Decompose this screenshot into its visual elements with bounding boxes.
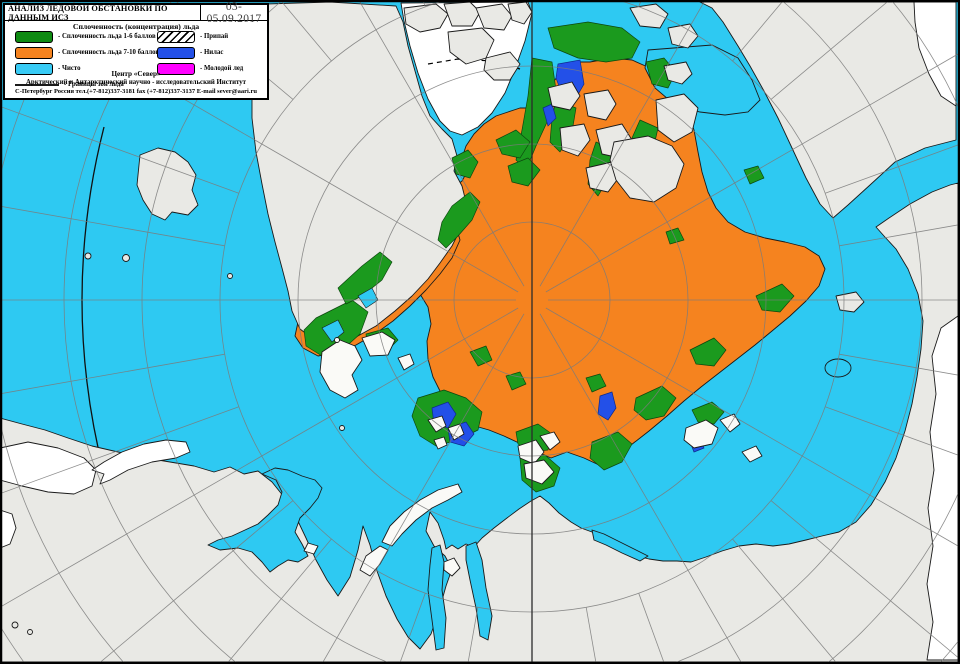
alaska-land — [699, 1, 957, 219]
ice-boundaries-label: - Границы зон льда — [64, 81, 124, 88]
institute-name: Арктический и Антарктический научно - ис… — [26, 79, 246, 87]
ice-7-10-swatch — [15, 46, 53, 59]
yenisei-gulf — [465, 541, 493, 641]
pacific-strip — [926, 315, 959, 661]
nilas-swatch — [157, 46, 195, 59]
fast-ice-hatch-swatch — [157, 30, 195, 43]
legend-item-clear-water: - Чисто — [15, 61, 159, 76]
ice-1-6-label: - Сплоченность льда 1-6 баллов — [58, 33, 156, 40]
greenland-land — [251, 1, 468, 346]
legend-footer: Центр «Север» Арктический и Антарктическ… — [5, 70, 267, 96]
legend-item-young-ice: - Молодой лед — [157, 61, 243, 76]
islands — [11, 1, 865, 635]
baltic-edge — [0, 509, 17, 549]
khatanga-gulf — [591, 529, 649, 562]
coastal-waters — [207, 358, 852, 651]
legend-item-ice-7-10: - Сплоченность льда 7-10 баллов — [15, 45, 159, 60]
legend-item-ice-1-6: - Сплоченность льда 1-6 баллов — [15, 29, 159, 44]
legend-subtitle: Сплоченность (концентрация) льда — [72, 22, 200, 31]
young-ice-swatch — [157, 62, 195, 75]
chart-title: АНАЛИЗ ЛЕДОВОЙ ОБСТАНОВКИ ПО ДАННЫМ ИСЗ — [5, 4, 201, 22]
young-ice-label: - Молодой лед — [200, 65, 244, 72]
baltic-gulf-west — [0, 441, 97, 495]
fast-ice-label: - Припай — [200, 33, 229, 40]
chart-date: 03-05.09.2017 — [206, 0, 262, 25]
contact-info: С-Петербург Россия тел.(+7-812)337-3181 … — [15, 87, 257, 95]
iceland — [136, 147, 199, 221]
legend-box: АНАЛИЗ ЛЕДОВОЙ ОБСТАНОВКИ ПО ДАННЫМ ИСЗ … — [3, 1, 269, 100]
ice-7-10-label: - Сплоченность льда 7-10 баллов — [58, 49, 160, 56]
legend-item-ice-boundaries: - Границы зон льда — [15, 77, 159, 92]
legend-title-row: АНАЛИЗ ЛЕДОВОЙ ОБСТАНОВКИ ПО ДАННЫМ ИСЗ … — [5, 1, 267, 25]
legend-right-column: - Припай - Нилас - Молодой лед — [157, 29, 243, 77]
lincoln-sea-white — [400, 1, 533, 136]
ice-boundary-line-symbol — [15, 83, 59, 86]
clear-water-swatch — [15, 62, 53, 75]
white-sea — [207, 467, 323, 573]
chaunskaya-bay — [824, 358, 852, 378]
polynya-holes — [321, 287, 379, 343]
nilas-label: - Нилас — [200, 49, 224, 56]
ice-1-6-swatch — [15, 30, 53, 43]
center-sever-name: Центр «Север» — [111, 70, 161, 79]
ice-1-6-patches — [303, 21, 795, 493]
clear-water-label: - Чисто — [58, 65, 81, 72]
legend-item-nilas: - Нилас — [157, 45, 243, 60]
legend-left-column: - Сплоченность льда 1-6 баллов - Сплочен… — [15, 29, 159, 93]
legend-item-fast-ice: - Припай — [157, 29, 243, 44]
